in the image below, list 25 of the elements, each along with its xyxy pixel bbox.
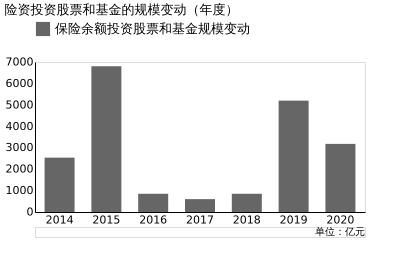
y-tick-label: 1000 [6, 184, 34, 198]
x-tick-label: 2020 [326, 214, 354, 226]
x-tick-label: 2015 [92, 214, 120, 226]
bar [185, 199, 215, 212]
x-tick-label: 2019 [280, 214, 308, 226]
x-tick-label: 2018 [232, 214, 261, 226]
y-tick-label: 7000 [6, 56, 34, 68]
y-tick-label: 2000 [6, 162, 34, 176]
x-tick-label: 2014 [46, 214, 74, 226]
x-tick-label: 2017 [186, 214, 214, 226]
bar [138, 194, 168, 212]
chart-title: 险资投资股票和基金的规模变动（年度） [4, 2, 239, 18]
y-tick-label: 5000 [6, 98, 34, 112]
text: 单位：亿元 [315, 226, 365, 238]
y-tick-label: 3000 [6, 141, 34, 154]
bar [278, 100, 309, 212]
x-tick-label: 2016 [139, 214, 168, 226]
legend-label: 保险余额投资股票和基金规模变动 [55, 22, 250, 37]
y-tick-label: 4000 [6, 120, 34, 133]
bar [44, 158, 75, 212]
bar [325, 144, 356, 212]
y-tick-label: 0 [26, 206, 34, 218]
bar [91, 66, 122, 212]
y-tick-label: 6000 [6, 76, 34, 90]
bar [232, 194, 262, 212]
